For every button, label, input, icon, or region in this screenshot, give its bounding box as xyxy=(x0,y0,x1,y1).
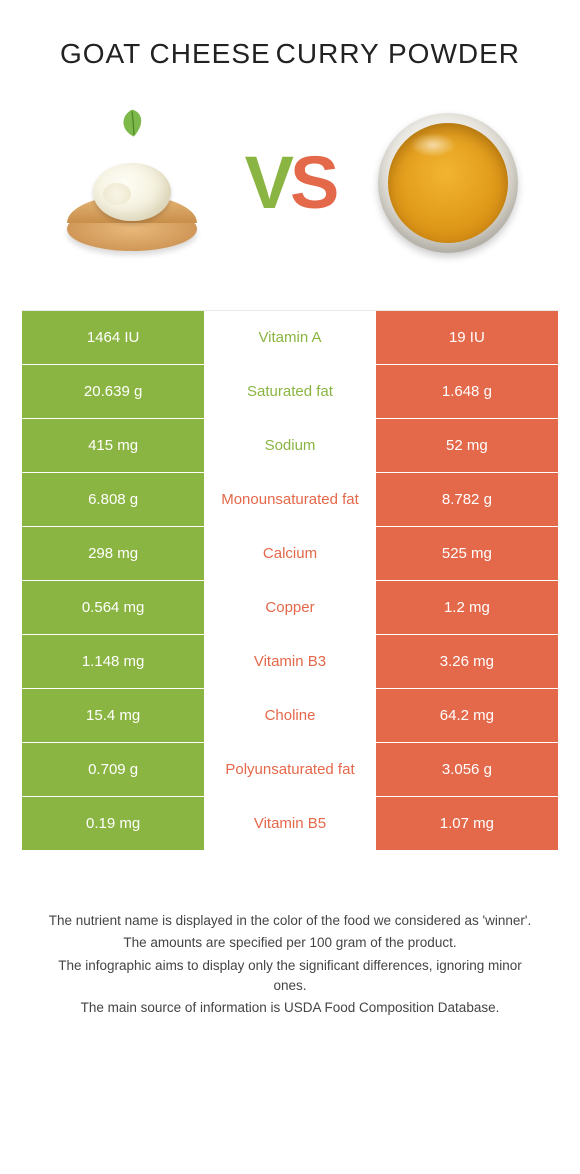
nutrient-label: Calcium xyxy=(204,527,376,580)
table-row: 298 mgCalcium525 mg xyxy=(22,527,558,581)
nutrient-label: Saturated fat xyxy=(204,365,376,418)
table-row: 0.564 mgCopper1.2 mg xyxy=(22,581,558,635)
right-value: 3.056 g xyxy=(376,743,558,796)
left-value: 415 mg xyxy=(22,419,204,472)
table-row: 6.808 gMonounsaturated fat8.782 g xyxy=(22,473,558,527)
table-row: 15.4 mgCholine64.2 mg xyxy=(22,689,558,743)
nutrient-label: Vitamin B5 xyxy=(204,797,376,850)
right-value: 19 IU xyxy=(376,311,558,364)
left-value: 1.148 mg xyxy=(22,635,204,688)
header: GOAT CHEESE CURRY POWDER xyxy=(0,0,580,70)
footnote-line: The amounts are specified per 100 gram o… xyxy=(40,933,540,953)
left-value: 0.19 mg xyxy=(22,797,204,850)
footnote-line: The main source of information is USDA F… xyxy=(40,998,540,1018)
nutrient-label: Choline xyxy=(204,689,376,742)
left-value: 1464 IU xyxy=(22,311,204,364)
left-value: 0.564 mg xyxy=(22,581,204,634)
left-value: 0.709 g xyxy=(22,743,204,796)
table-row: 415 mgSodium52 mg xyxy=(22,419,558,473)
right-food-title: CURRY POWDER xyxy=(276,38,520,70)
footnotes: The nutrient name is displayed in the co… xyxy=(0,851,580,1018)
nutrient-label: Vitamin A xyxy=(204,311,376,364)
footnote-line: The infographic aims to display only the… xyxy=(40,956,540,997)
right-value: 1.07 mg xyxy=(376,797,558,850)
nutrient-label: Sodium xyxy=(204,419,376,472)
goat-cheese-image xyxy=(50,100,215,265)
leaf-icon xyxy=(114,106,150,142)
right-value: 1.2 mg xyxy=(376,581,558,634)
right-value: 52 mg xyxy=(376,419,558,472)
right-value: 8.782 g xyxy=(376,473,558,526)
left-value: 20.639 g xyxy=(22,365,204,418)
table-row: 1464 IUVitamin A19 IU xyxy=(22,311,558,365)
nutrient-label: Polyunsaturated fat xyxy=(204,743,376,796)
right-value: 3.26 mg xyxy=(376,635,558,688)
vs-v: V xyxy=(245,141,290,224)
nutrient-label: Monounsaturated fat xyxy=(204,473,376,526)
left-value: 15.4 mg xyxy=(22,689,204,742)
left-value: 6.808 g xyxy=(22,473,204,526)
vs-label: VS xyxy=(245,140,336,225)
nutrient-label: Copper xyxy=(204,581,376,634)
table-row: 1.148 mgVitamin B33.26 mg xyxy=(22,635,558,689)
curry-powder-image xyxy=(365,100,530,265)
hero-row: VS xyxy=(0,70,580,310)
comparison-table: 1464 IUVitamin A19 IU20.639 gSaturated f… xyxy=(22,310,558,851)
table-row: 20.639 gSaturated fat1.648 g xyxy=(22,365,558,419)
table-row: 0.709 gPolyunsaturated fat3.056 g xyxy=(22,743,558,797)
left-value: 298 mg xyxy=(22,527,204,580)
table-row: 0.19 mgVitamin B51.07 mg xyxy=(22,797,558,851)
vs-s: S xyxy=(290,141,335,224)
nutrient-label: Vitamin B3 xyxy=(204,635,376,688)
right-value: 64.2 mg xyxy=(376,689,558,742)
right-value: 525 mg xyxy=(376,527,558,580)
left-food-title: GOAT CHEESE xyxy=(60,38,271,70)
footnote-line: The nutrient name is displayed in the co… xyxy=(40,911,540,931)
right-value: 1.648 g xyxy=(376,365,558,418)
